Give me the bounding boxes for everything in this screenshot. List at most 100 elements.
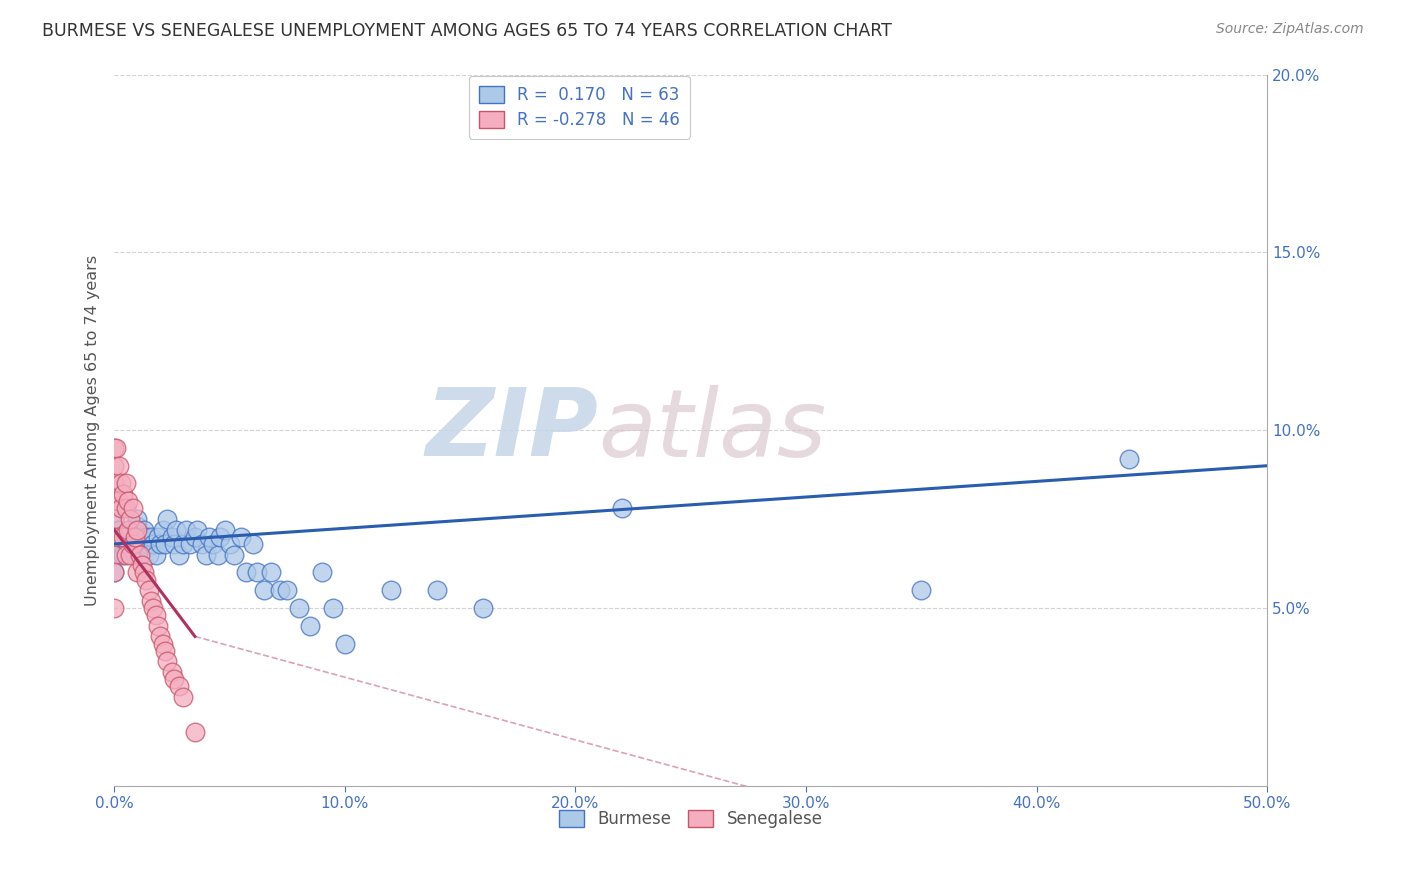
Legend: Burmese, Senegalese: Burmese, Senegalese — [553, 803, 830, 834]
Point — [127, 566, 149, 580]
Point — [117, 494, 139, 508]
Point — [299, 619, 322, 633]
Point — [134, 523, 156, 537]
Point — [121, 537, 143, 551]
Point — [142, 601, 165, 615]
Point — [269, 583, 291, 598]
Point — [229, 530, 252, 544]
Point — [114, 530, 136, 544]
Point — [276, 583, 298, 598]
Text: atlas: atlas — [599, 384, 827, 475]
Point — [135, 530, 157, 544]
Point — [156, 512, 179, 526]
Point — [910, 583, 932, 598]
Point — [103, 458, 125, 473]
Point — [114, 476, 136, 491]
Point — [209, 530, 232, 544]
Text: Source: ZipAtlas.com: Source: ZipAtlas.com — [1216, 22, 1364, 37]
Point — [333, 636, 356, 650]
Point — [121, 501, 143, 516]
Point — [117, 537, 139, 551]
Point — [166, 523, 188, 537]
Point — [112, 487, 135, 501]
Point — [112, 530, 135, 544]
Point — [142, 537, 165, 551]
Point — [135, 573, 157, 587]
Point — [107, 523, 129, 537]
Point — [124, 548, 146, 562]
Point — [156, 654, 179, 668]
Point — [253, 583, 276, 598]
Point — [191, 537, 214, 551]
Point — [287, 601, 309, 615]
Point — [103, 530, 125, 544]
Point — [167, 679, 190, 693]
Point — [128, 548, 150, 562]
Point — [121, 537, 143, 551]
Point — [242, 537, 264, 551]
Point — [163, 537, 186, 551]
Point — [124, 530, 146, 544]
Point — [103, 494, 125, 508]
Point — [127, 523, 149, 537]
Point — [131, 558, 153, 573]
Point — [235, 566, 257, 580]
Point — [152, 636, 174, 650]
Point — [195, 548, 218, 562]
Point — [139, 530, 162, 544]
Point — [107, 494, 129, 508]
Point — [120, 523, 142, 537]
Point — [179, 537, 201, 551]
Point — [127, 519, 149, 533]
Point — [114, 548, 136, 562]
Point — [103, 566, 125, 580]
Point — [149, 537, 172, 551]
Point — [112, 548, 135, 562]
Point — [167, 548, 190, 562]
Point — [120, 548, 142, 562]
Point — [103, 530, 125, 544]
Point — [103, 548, 125, 562]
Point — [260, 566, 283, 580]
Point — [110, 476, 132, 491]
Point — [246, 566, 269, 580]
Point — [107, 458, 129, 473]
Point — [426, 583, 449, 598]
Point — [103, 441, 125, 455]
Point — [103, 548, 125, 562]
Point — [197, 530, 219, 544]
Point — [172, 690, 194, 704]
Point — [110, 501, 132, 516]
Point — [152, 523, 174, 537]
Point — [149, 629, 172, 643]
Point — [322, 601, 344, 615]
Point — [127, 512, 149, 526]
Point — [160, 530, 183, 544]
Point — [103, 476, 125, 491]
Point — [472, 601, 495, 615]
Point — [146, 619, 169, 633]
Point — [146, 530, 169, 544]
Point — [153, 643, 176, 657]
Point — [105, 441, 128, 455]
Point — [610, 501, 633, 516]
Point — [172, 537, 194, 551]
Point — [103, 512, 125, 526]
Point — [184, 725, 207, 739]
Point — [138, 583, 160, 598]
Point — [1118, 451, 1140, 466]
Point — [110, 537, 132, 551]
Point — [145, 548, 167, 562]
Point — [145, 608, 167, 623]
Point — [139, 594, 162, 608]
Point — [103, 566, 125, 580]
Point — [224, 548, 246, 562]
Point — [214, 523, 236, 537]
Point — [153, 537, 176, 551]
Point — [138, 548, 160, 562]
Point — [160, 665, 183, 679]
Point — [134, 566, 156, 580]
Point — [163, 672, 186, 686]
Text: BURMESE VS SENEGALESE UNEMPLOYMENT AMONG AGES 65 TO 74 YEARS CORRELATION CHART: BURMESE VS SENEGALESE UNEMPLOYMENT AMONG… — [42, 22, 891, 40]
Point — [114, 501, 136, 516]
